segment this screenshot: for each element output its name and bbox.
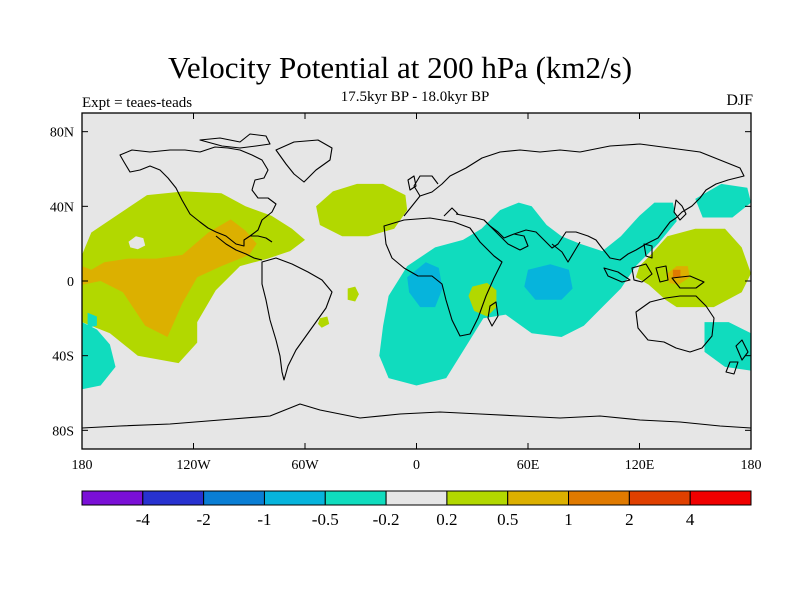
lon-tick-label: 0: [413, 458, 420, 473]
colorbar-swatch: [628, 490, 691, 506]
colorbar-swatch: [263, 490, 326, 506]
lat-tick-label: 80S: [52, 424, 74, 439]
coast-new-zealand: [725, 339, 749, 375]
contour-region-south-pacific-teal-small: [87, 312, 97, 328]
coast-north-america: [119, 146, 277, 247]
colorbar-swatch: [385, 490, 448, 506]
contour-region-japan-positive-right: [695, 183, 751, 218]
contour-region-western-pacific-positive: [635, 228, 751, 308]
colorbar-label: -4: [136, 510, 151, 529]
experiment-label: Expt = teaes-teads: [82, 95, 193, 111]
map-subtitle: 17.5kyr BP - 18.0kyr BP: [340, 89, 490, 105]
colorbar-label: 4: [686, 510, 695, 529]
contour-region-africa-indian-negative: [379, 202, 677, 386]
contour-region-south-america-small-positive: [318, 316, 330, 328]
contour-region-tasman-teal: [704, 322, 751, 371]
coast-madagascar: [487, 301, 499, 327]
lon-tick-label: 120E: [625, 458, 655, 473]
coast-australia: [635, 295, 715, 353]
colorbar-label: -1: [257, 510, 271, 529]
coast-maritime-continent: [603, 243, 705, 289]
colorbar-swatch: [81, 490, 144, 506]
colorbar-label: 0.5: [497, 510, 518, 529]
colorbar: -4 -2 -1 -0.5 -0.2 0.2 0.5 1 2 4: [81, 490, 752, 529]
colorbar-swatch: [689, 490, 752, 506]
coast-europe: [403, 149, 581, 217]
colorbar-swatch: [203, 490, 265, 506]
colorbar-label: 1: [564, 510, 573, 529]
map-title: Velocity Potential at 200 hPa (km2/s): [167, 50, 633, 85]
lon-tick-label: 120W: [176, 458, 211, 473]
lat-tick-label: 80N: [50, 126, 74, 141]
coast-south-america: [261, 257, 333, 381]
contour-region-south-atlantic-small-positive: [347, 286, 359, 302]
lon-tick-label: 60E: [517, 458, 540, 473]
contour-fill-layer: [82, 183, 751, 390]
lon-tick-label: 60W: [291, 458, 319, 473]
coast-caribbean: [250, 235, 273, 243]
colorbar-swatch: [507, 490, 570, 506]
colorbar-label: -0.5: [312, 510, 339, 529]
coast-asia: [455, 143, 745, 261]
colorbar-label: 2: [625, 510, 634, 529]
contour-region-indian-ocean-neg-peak: [524, 264, 573, 300]
contour-region-congo-neg-peak: [407, 262, 443, 308]
lat-tick-label: 0: [67, 275, 74, 290]
coast-british-isles: [407, 175, 417, 191]
coast-africa: [383, 217, 503, 337]
longitude-axis: 180 120W 60W 0 60E 120E 180: [72, 113, 762, 473]
coastline-layer: [82, 133, 751, 429]
colorbar-swatch: [446, 490, 509, 506]
contour-region-south-pacific-teal-west: [82, 322, 116, 390]
lat-tick-label: 40S: [52, 350, 74, 365]
coast-central-america: [215, 235, 263, 261]
season-label: DJF: [726, 92, 753, 109]
contour-region-pacific-hole: [128, 236, 146, 250]
lon-tick-label: 180: [741, 458, 762, 473]
colorbar-label: -0.2: [373, 510, 400, 529]
coast-japan: [673, 199, 687, 221]
colorbar-label: 0.2: [436, 510, 457, 529]
lon-tick-label: 180: [72, 458, 93, 473]
coast-greenland: [275, 139, 333, 183]
colorbar-label: -2: [197, 510, 211, 529]
colorbar-swatch: [142, 490, 205, 506]
colorbar-swatch: [568, 490, 630, 506]
lat-tick-label: 40N: [50, 200, 74, 215]
latitude-axis: 80N 40N 0 40S 80S: [50, 126, 751, 439]
coast-india: [551, 241, 581, 263]
colorbar-swatch: [324, 490, 387, 506]
contour-region-western-pacific-max: [672, 269, 681, 278]
coast-antarctica: [82, 403, 751, 429]
coast-arabia: [483, 219, 529, 251]
contour-region-central-america-pacific-peak: [82, 219, 257, 337]
coast-arctic-islands: [199, 133, 271, 149]
contour-region-north-atlantic-positive: [316, 183, 408, 237]
